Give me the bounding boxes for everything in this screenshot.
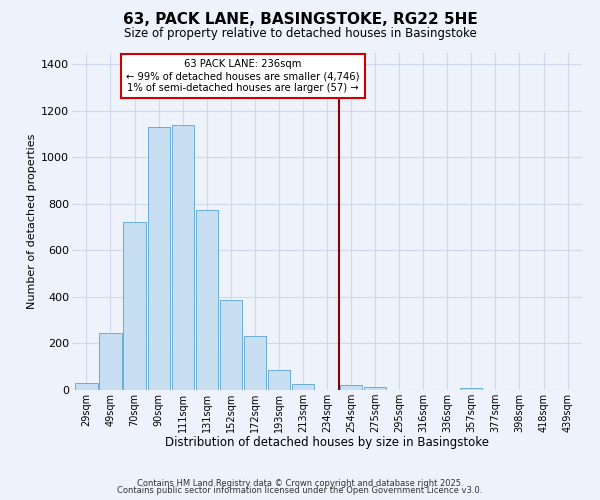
Bar xyxy=(292,384,314,390)
Bar xyxy=(220,300,242,390)
Text: Contains public sector information licensed under the Open Government Licence v3: Contains public sector information licen… xyxy=(118,486,482,495)
Bar xyxy=(340,386,362,390)
Bar xyxy=(460,388,482,390)
Bar xyxy=(196,210,218,390)
Text: 63 PACK LANE: 236sqm
← 99% of detached houses are smaller (4,746)
1% of semi-det: 63 PACK LANE: 236sqm ← 99% of detached h… xyxy=(126,60,359,92)
Text: Size of property relative to detached houses in Basingstoke: Size of property relative to detached ho… xyxy=(124,28,476,40)
Bar xyxy=(100,332,122,390)
Bar xyxy=(364,386,386,390)
Bar xyxy=(244,336,266,390)
Bar xyxy=(76,383,98,390)
Bar xyxy=(172,124,194,390)
Text: 63, PACK LANE, BASINGSTOKE, RG22 5HE: 63, PACK LANE, BASINGSTOKE, RG22 5HE xyxy=(122,12,478,28)
Text: Contains HM Land Registry data © Crown copyright and database right 2025.: Contains HM Land Registry data © Crown c… xyxy=(137,478,463,488)
Bar xyxy=(268,370,290,390)
X-axis label: Distribution of detached houses by size in Basingstoke: Distribution of detached houses by size … xyxy=(165,436,489,450)
Bar xyxy=(148,128,170,390)
Bar xyxy=(124,222,146,390)
Y-axis label: Number of detached properties: Number of detached properties xyxy=(27,134,37,309)
